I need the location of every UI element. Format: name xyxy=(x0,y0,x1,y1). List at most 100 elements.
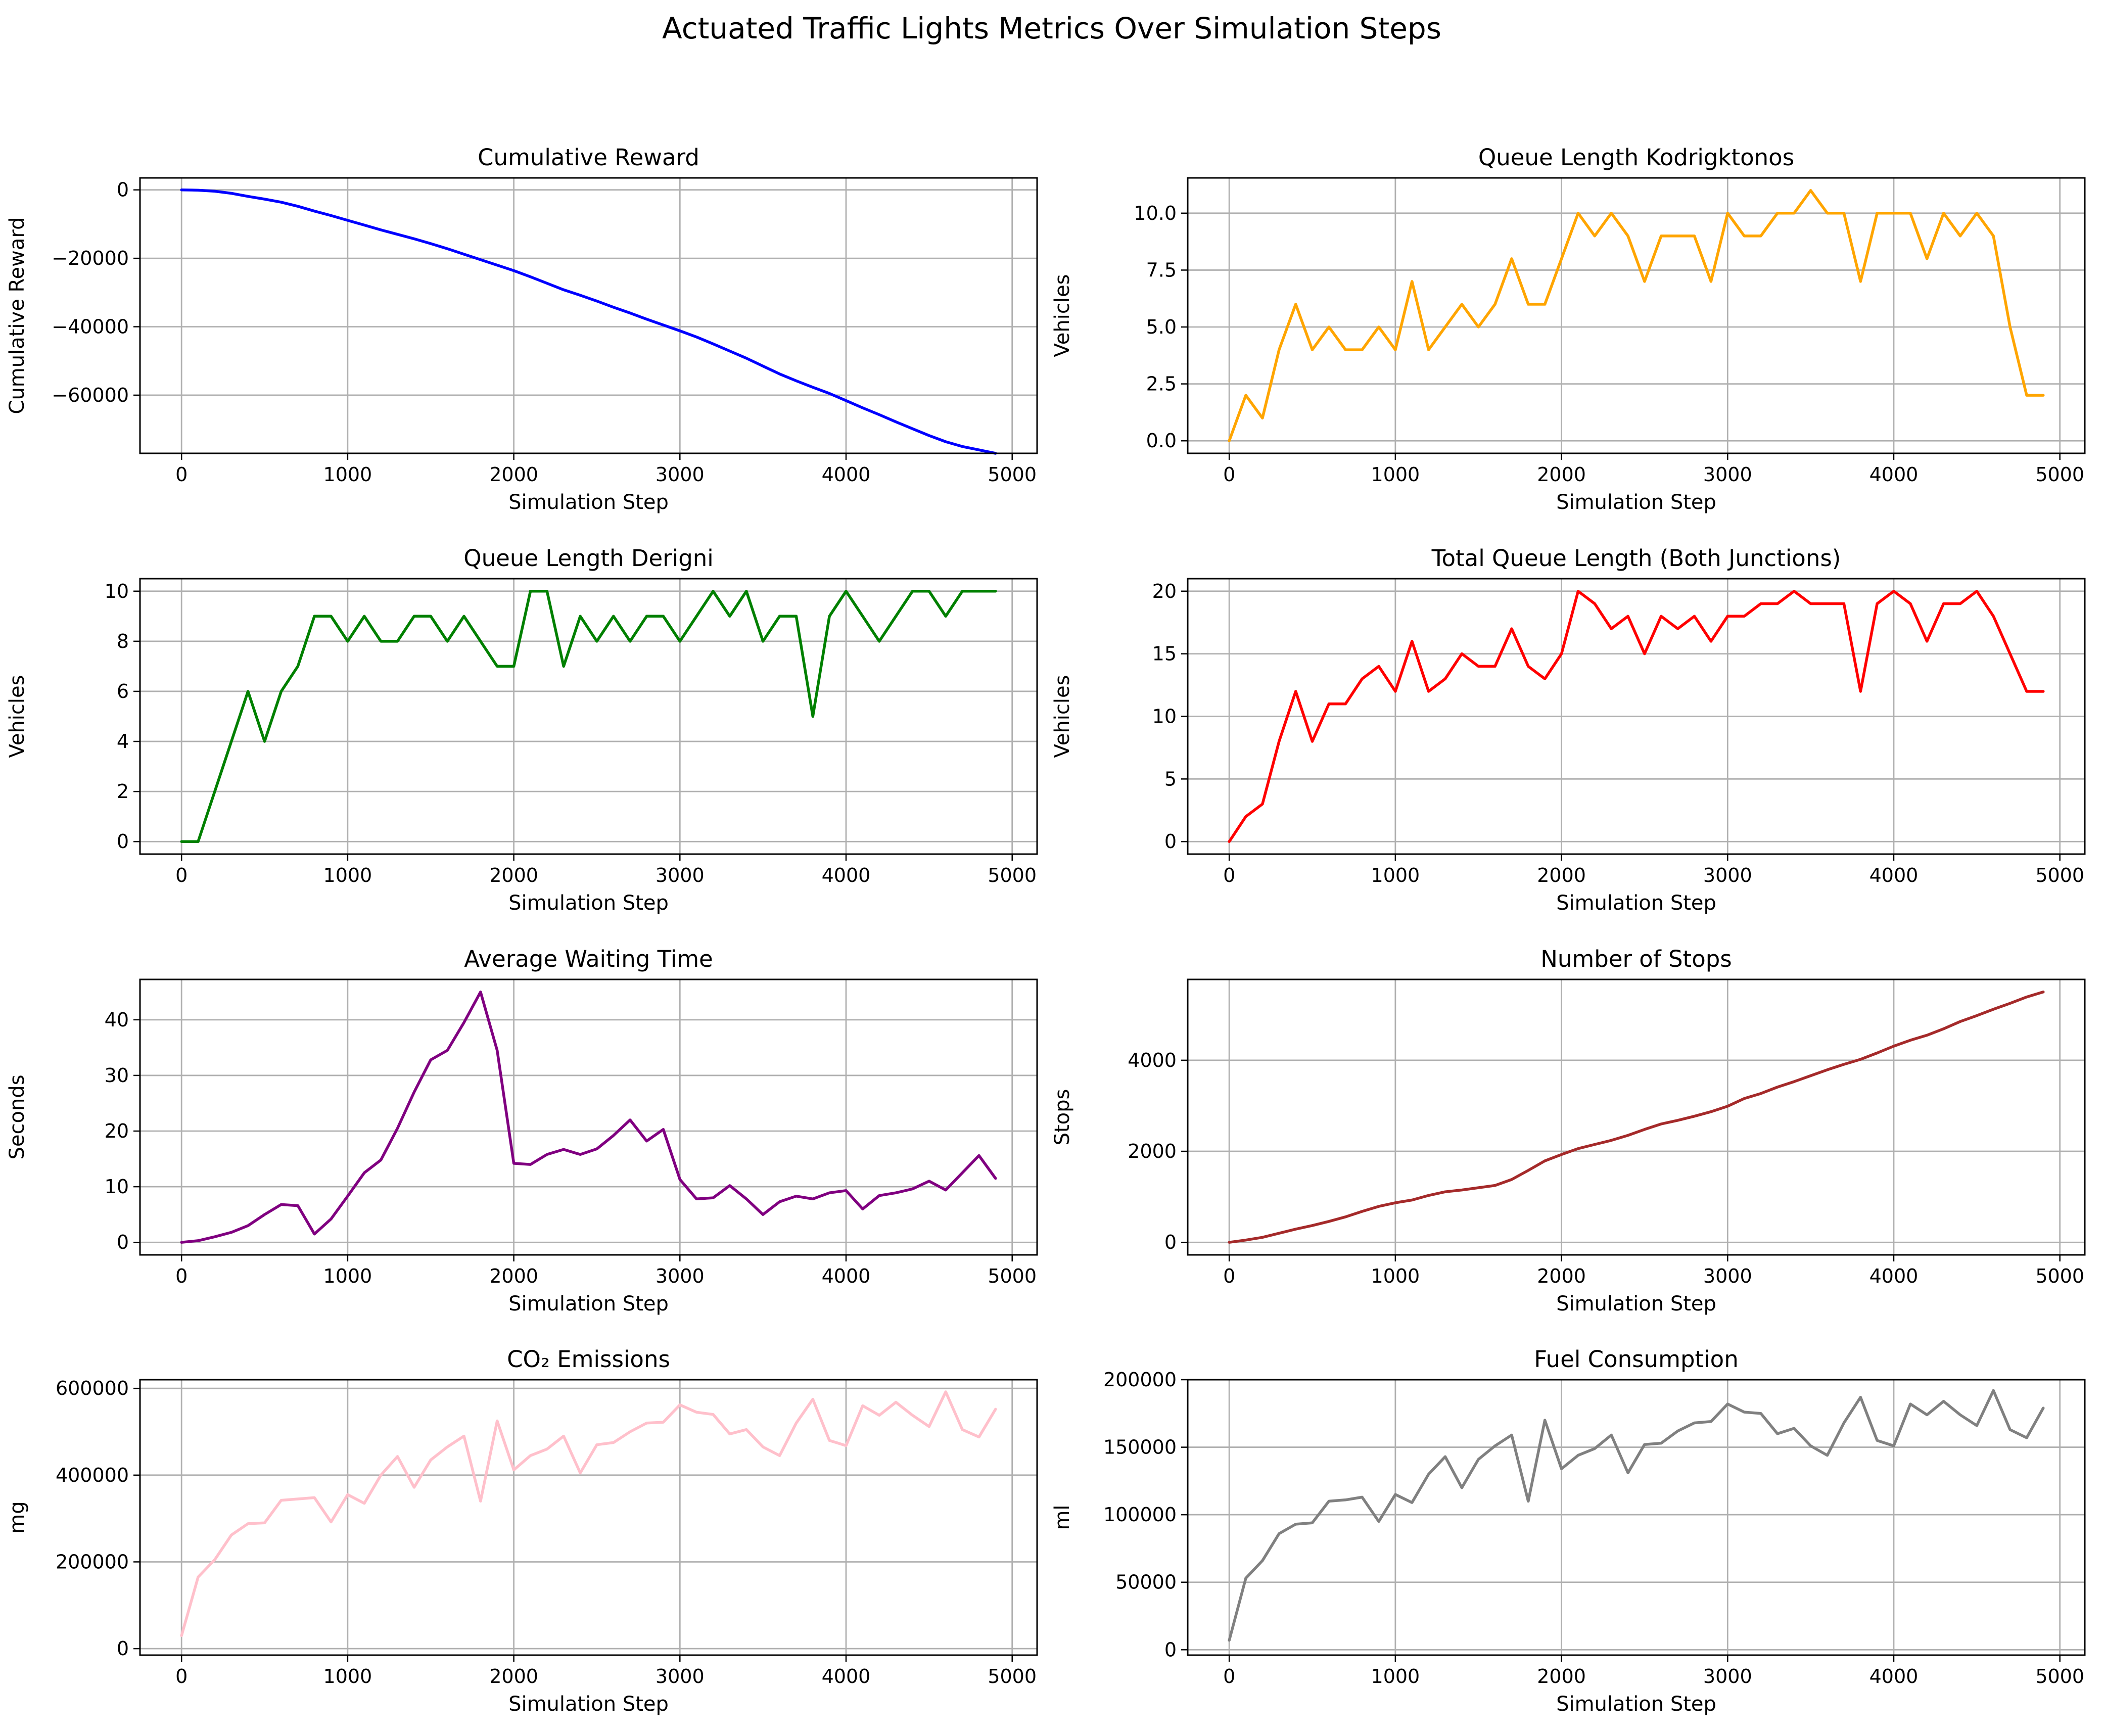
y-tick-label: 2 xyxy=(117,780,129,803)
y-tick-label: 20 xyxy=(1152,580,1177,602)
series-line-queue-derigni xyxy=(180,590,997,843)
x-tick-label: 4000 xyxy=(822,1265,871,1287)
x-tick-label: 2000 xyxy=(1537,463,1586,486)
grid-lines xyxy=(1188,579,2085,854)
x-axis-label: Simulation Step xyxy=(508,1693,669,1716)
x-axis-label: Simulation Step xyxy=(1556,1693,1716,1716)
y-tick-label: 200000 xyxy=(56,1551,129,1573)
subplot-title: Queue Length Derigni xyxy=(463,545,714,572)
y-tick-label: 20 xyxy=(105,1120,129,1142)
grid-lines xyxy=(1188,178,2085,453)
subplot-title: Cumulative Reward xyxy=(478,144,699,171)
grid-lines xyxy=(140,579,1037,854)
y-tick-label: 6 xyxy=(117,680,129,702)
series-line-co2-emissions xyxy=(180,1390,997,1637)
y-tick-label: 5 xyxy=(1164,768,1177,790)
axes-frame xyxy=(1187,978,2086,1256)
x-tick-label: 0 xyxy=(1223,1665,1235,1687)
x-tick-label: 2000 xyxy=(489,864,538,886)
y-tick-label: 4000 xyxy=(1128,1049,1177,1071)
y-tick-label: 0 xyxy=(1164,830,1177,853)
x-tick-label: 5000 xyxy=(988,864,1037,886)
x-tick-label: 2000 xyxy=(1537,1265,1586,1287)
x-tick-label: 4000 xyxy=(1869,1665,1919,1687)
grid-lines xyxy=(1188,979,2085,1255)
y-tick-label: 0 xyxy=(117,1231,129,1253)
y-axis-label: Cumulative Reward xyxy=(6,217,29,414)
x-axis-label: Simulation Step xyxy=(508,892,669,915)
subplot-co2-emissions: 0 1000 2000 3000 4000 5000 0 200000 400000 600000… xyxy=(6,1346,1038,1716)
x-tick-label: 5000 xyxy=(2035,463,2084,486)
x-tick-label: 2000 xyxy=(489,1265,538,1287)
grid-lines xyxy=(140,979,1037,1255)
y-tick-label: −40000 xyxy=(52,316,129,338)
x-tick-label: 1000 xyxy=(323,1665,372,1687)
grid-lines xyxy=(140,178,1037,453)
x-tick-label: 1000 xyxy=(1371,1265,1420,1287)
y-axis-label: Vehicles xyxy=(6,675,29,758)
x-tick-label: 5000 xyxy=(988,463,1037,486)
x-tick-label: 1000 xyxy=(1371,864,1420,886)
subplot-title: Number of Stops xyxy=(1540,946,1732,972)
x-axis-label: Simulation Step xyxy=(1556,892,1716,915)
x-tick-label: 0 xyxy=(1223,864,1235,886)
subplot-fuel-consumption: 0 1000 2000 3000 4000 50000500001000001500002… xyxy=(1051,1346,2086,1716)
x-tick-label: 5000 xyxy=(2035,1265,2084,1287)
y-tick-label: 0.0 xyxy=(1146,430,1177,452)
y-tick-label: 10 xyxy=(1152,706,1177,728)
x-tick-label: 1000 xyxy=(323,1265,372,1287)
x-tick-label: 4000 xyxy=(822,1665,871,1687)
y-tick-label: 15 xyxy=(1152,643,1177,665)
x-tick-label: 1000 xyxy=(1371,463,1420,486)
y-axis-label: Stops xyxy=(1051,1089,1074,1146)
x-tick-label: 3000 xyxy=(1703,463,1752,486)
x-tick-label: 3000 xyxy=(656,1665,705,1687)
subplot-title: Average Waiting Time xyxy=(464,946,713,972)
x-tick-label: 0 xyxy=(175,1265,188,1287)
x-tick-label: 2000 xyxy=(1537,864,1586,886)
y-tick-label: 400000 xyxy=(56,1464,129,1486)
subplot-grid: 0 1000 2000 3000 4000 50000−20000−40000−60000… xyxy=(6,144,2086,1716)
x-tick-label: 1000 xyxy=(323,463,372,486)
subplot-title: Queue Length Kodrigktonos xyxy=(1478,144,1794,171)
subplot-number-of-stops: 0 1000 2000 3000 4000 5000 0 2000 4000 Number of … xyxy=(1051,946,2086,1316)
series-line-number-of-stops xyxy=(1228,991,2045,1244)
x-tick-label: 4000 xyxy=(1869,463,1919,486)
x-tick-label: 0 xyxy=(1223,463,1235,486)
axes-frame xyxy=(139,1379,1038,1656)
y-tick-label: 50000 xyxy=(1115,1571,1177,1593)
y-tick-label: 2.5 xyxy=(1146,373,1177,395)
subplot-avg-waiting: 0 1000 2000 3000 4000 5000 0 10 20 30 40 Average Wa… xyxy=(6,946,1038,1316)
y-tick-label: 40 xyxy=(105,1009,129,1031)
y-tick-label: 200000 xyxy=(1103,1369,1177,1391)
x-tick-label: 1000 xyxy=(323,864,372,886)
series-line-fuel-consumption xyxy=(1228,1389,2045,1642)
x-tick-label: 2000 xyxy=(489,463,538,486)
x-tick-label: 5000 xyxy=(2035,1665,2084,1687)
axes-frame xyxy=(139,578,1038,855)
x-tick-label: 3000 xyxy=(1703,1665,1752,1687)
y-tick-label: 10 xyxy=(105,580,129,602)
y-tick-label: 150000 xyxy=(1103,1436,1177,1459)
y-tick-label: −20000 xyxy=(52,247,129,269)
y-axis-label: Vehicles xyxy=(1051,675,1074,758)
y-tick-label: 0 xyxy=(117,179,129,201)
y-tick-label: 2000 xyxy=(1128,1140,1177,1162)
y-tick-label: 5.0 xyxy=(1146,316,1177,338)
x-tick-label: 0 xyxy=(175,1665,188,1687)
x-tick-label: 3000 xyxy=(656,1265,705,1287)
x-tick-label: 5000 xyxy=(2035,864,2084,886)
x-axis-label: Simulation Step xyxy=(508,1292,669,1316)
series-line-cumulative-reward xyxy=(180,188,997,455)
x-tick-label: 3000 xyxy=(1703,1265,1752,1287)
series-line-total-queue xyxy=(1228,590,2045,843)
y-axis-label: Seconds xyxy=(6,1074,29,1159)
axes-frame xyxy=(1187,177,2086,454)
x-axis-label: Simulation Step xyxy=(508,491,669,514)
y-tick-label: 0 xyxy=(1164,1638,1177,1661)
x-tick-label: 0 xyxy=(175,463,188,486)
x-tick-label: 4000 xyxy=(822,864,871,886)
y-tick-label: 30 xyxy=(105,1064,129,1087)
y-tick-label: 0 xyxy=(117,1637,129,1660)
